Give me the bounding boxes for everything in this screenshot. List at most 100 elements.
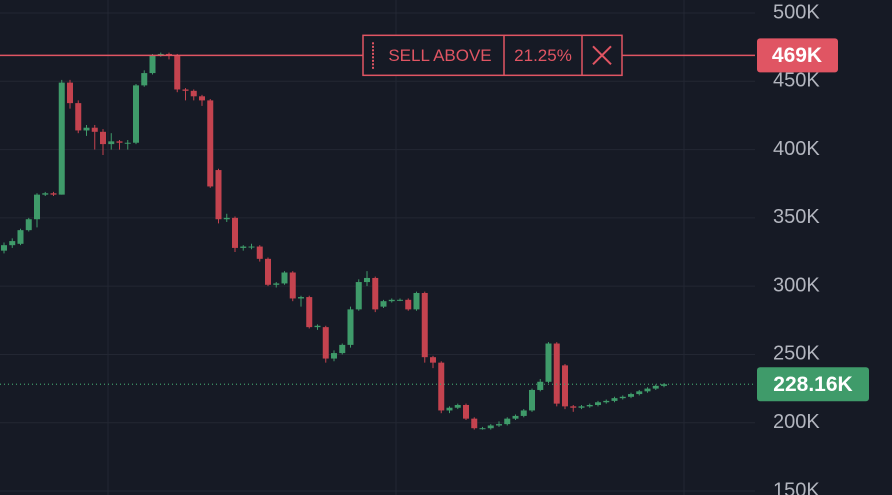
order-percent: 21.25% [514,46,572,65]
drag-handle-dot [372,45,374,48]
candle-body [537,381,544,390]
candle-body [661,384,667,386]
y-tick-label: 300K [773,274,820,296]
candle-body [347,309,354,345]
last-price-label: 228.16K [773,373,852,396]
candle-body [388,299,395,302]
drag-handle-dot [372,59,374,62]
candle-body [273,283,280,285]
last-price-tag [757,367,869,402]
close-icon-stroke [592,45,612,66]
candle-body [91,127,98,132]
candle-body [487,425,494,429]
drag-handle-dot [372,49,374,52]
candle-body [265,258,271,285]
candle-body [100,131,106,145]
candle-body [496,424,502,426]
y-tick-label: 500K [773,1,820,23]
candle-body [520,410,527,416]
candle-body [504,418,511,425]
drag-handle-dot [372,52,374,55]
candle-body [454,404,461,408]
candle-body [619,396,626,399]
candle-body [298,297,304,299]
y-tick-label: 400K [773,138,820,160]
candle-body [628,394,634,397]
candle-body [586,404,593,407]
candle-body [413,292,420,310]
candle-body [116,141,123,143]
candle-body [421,292,428,358]
candle-body [570,406,577,408]
candle-body [9,241,16,246]
candle-body [25,219,32,231]
grid: 150K 200K 250K 300K 350K 400K 450K 500K [0,1,820,495]
y-tick-label: 350K [773,206,820,228]
candle-body [512,415,519,419]
candle-body [199,96,205,101]
candle-body [322,327,329,359]
y-tick-label: 450K [773,70,820,92]
candle-body [223,217,230,220]
candle-body [281,272,288,284]
candle-body [652,385,659,389]
candle-body [578,406,585,408]
candle-body [124,142,131,144]
candle-body [174,55,181,90]
candle-body [562,365,568,407]
candle-body [372,277,379,310]
candle-body [405,299,412,310]
candle-body [438,362,445,411]
candle-body [240,246,247,248]
candle-body [248,246,255,248]
overlay: 228.16K 469K SELL ABOVE 21.25% [0,34,869,402]
candle-body [306,297,313,328]
candle-body [397,299,403,301]
candle-body [1,245,7,251]
candle-body [108,141,115,145]
candle-body [364,277,370,283]
order-price-tag [757,38,838,73]
candle-body [17,230,24,244]
drag-handle-dot [372,66,374,69]
candle-body [446,407,453,411]
candle-body [430,357,436,363]
y-tick-label: 250K [773,343,820,365]
candle-body [133,85,139,143]
candle-body [289,272,296,299]
candle-body [141,73,148,86]
candle-body [182,89,189,91]
candle-body [67,82,73,104]
candle-body [463,404,469,419]
y-tick-label: 150K [773,479,820,495]
candles [1,52,667,430]
candle-body [355,282,362,310]
candle-body [603,400,610,403]
candle-body [256,246,263,259]
candle-body [595,402,601,405]
candle-body [644,388,651,392]
drag-handle-dot [372,42,374,45]
candle-body [545,343,552,382]
candle-body [83,127,90,131]
order-box[interactable] [362,34,623,77]
candle-body [553,343,560,404]
candle-body [471,418,478,429]
candle-body [149,55,156,74]
candle-body [50,193,57,195]
candle-body [479,428,486,430]
drag-handle-dot [372,63,374,66]
order-price-label: 469K [772,44,822,67]
order-close-button[interactable] [592,45,612,66]
candle-body [75,103,82,131]
candle-body [42,193,49,195]
drag-handle-dot [372,56,374,59]
order-label: SELL ABOVE [388,46,491,65]
candle-body [529,389,535,411]
candle-body [190,90,197,97]
candle-body [380,301,387,307]
candle-body [636,391,643,395]
